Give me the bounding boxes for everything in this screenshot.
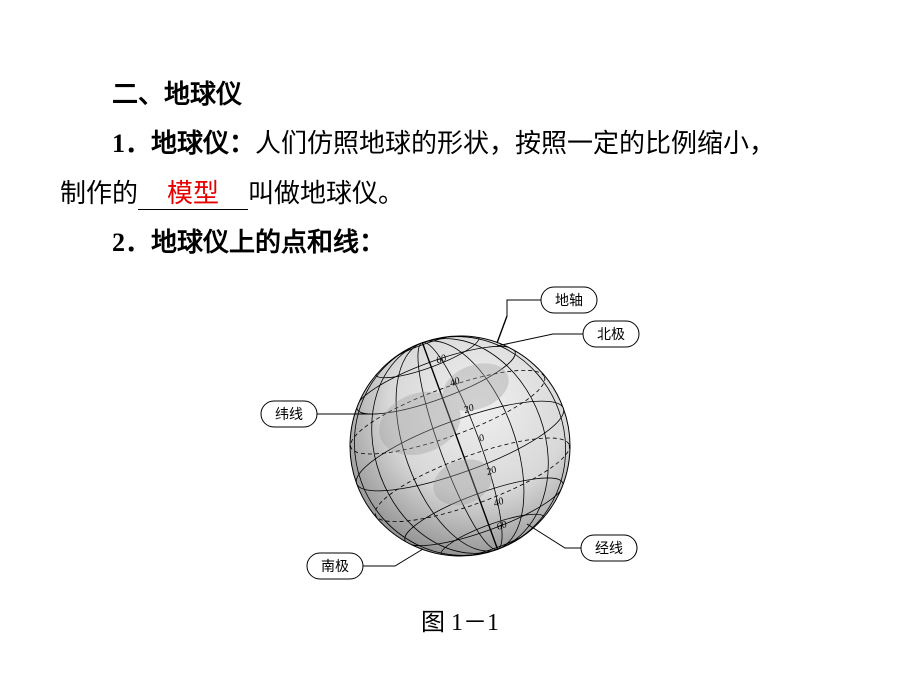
label-meridian: 经线 <box>581 535 637 561</box>
svg-text:地轴: 地轴 <box>555 293 583 309</box>
label-south-pole: 南极 <box>307 553 363 579</box>
item-2: 2．地球仪上的点和线： <box>60 218 860 267</box>
globe-diagram: 0 20 40 60 20 40 60 <box>245 276 675 596</box>
svg-text:北极: 北极 <box>597 327 625 343</box>
item-1-text-after: 叫做地球仪。 <box>248 179 404 208</box>
item-1-text-before-part2: 制作的 <box>60 179 138 208</box>
section-heading: 二、地球仪 <box>60 70 860 119</box>
item-1-lead: 1．地球仪： <box>112 129 255 158</box>
label-north-pole: 北极 <box>583 321 639 347</box>
item-2-lead: 2．地球仪上的点和线： <box>112 228 385 257</box>
item-1-line2: 制作的模型叫做地球仪。 <box>60 169 860 218</box>
label-parallel: 纬线 <box>261 401 317 427</box>
svg-text:南极: 南极 <box>321 559 349 575</box>
item-1-text-before-part1: 人们仿照地球的形状，按照一定的比例缩小， <box>255 129 775 158</box>
svg-text:纬线: 纬线 <box>275 407 303 423</box>
fill-blank: 模型 <box>138 178 248 210</box>
svg-text:经线: 经线 <box>595 541 623 557</box>
figure-caption: 图 1－1 <box>60 602 860 637</box>
blank-value: 模型 <box>167 179 219 208</box>
item-1-line1: 1．地球仪：人们仿照地球的形状，按照一定的比例缩小， <box>60 119 860 168</box>
figure-area: 0 20 40 60 20 40 60 <box>60 276 860 637</box>
label-axis: 地轴 <box>541 287 597 313</box>
